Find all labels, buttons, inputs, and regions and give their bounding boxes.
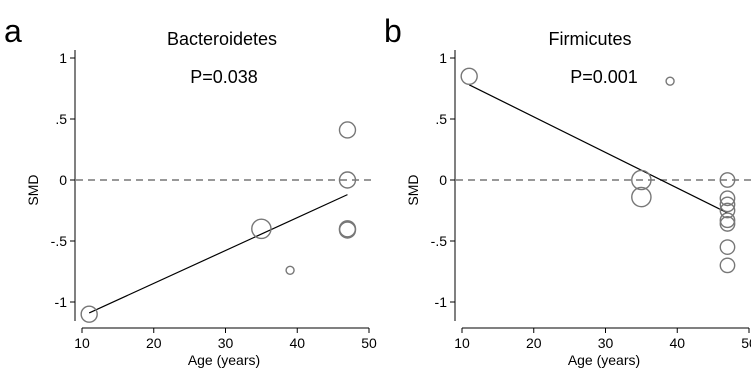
- x-tick-label: 10: [74, 335, 90, 351]
- data-point: [80, 305, 98, 323]
- chart-title: Firmicutes: [548, 29, 631, 49]
- data-point: [338, 171, 357, 189]
- data-point: [251, 218, 272, 240]
- p-value-annotation: P=0.001: [570, 67, 638, 87]
- x-axis-label: Age (years): [188, 352, 260, 368]
- y-axis-label: SMD: [25, 174, 41, 205]
- data-point: [338, 121, 357, 139]
- x-tick-label: 40: [289, 335, 305, 351]
- data-point: [338, 221, 357, 239]
- data-point: [719, 196, 736, 213]
- data-point: [338, 220, 357, 238]
- data-point: [719, 257, 736, 274]
- chart-title: Bacteroidetes: [167, 29, 277, 49]
- x-tick-label: 30: [598, 335, 614, 351]
- data-point: [631, 186, 652, 208]
- p-value-annotation: P=0.038: [190, 67, 258, 87]
- data-point: [719, 190, 736, 207]
- y-tick-label: .5: [435, 111, 447, 127]
- panel-letter: a: [4, 13, 22, 49]
- data-point: [719, 216, 736, 232]
- y-tick-label: -.5: [51, 233, 68, 249]
- data-point: [719, 202, 736, 219]
- data-point: [719, 239, 736, 256]
- data-point: [719, 212, 736, 229]
- y-tick-label: 1: [59, 50, 67, 66]
- y-tick-label: -.5: [431, 233, 448, 249]
- plot-area: 1 .5 0 -.5 -1 10 20 30 40 50: [51, 50, 377, 351]
- data-point: [719, 172, 736, 188]
- regression-line: [468, 84, 728, 214]
- data-point: [631, 169, 652, 191]
- plot-area: 1 .5 0 -.5 -1 10 20 30 40 50: [431, 50, 751, 351]
- x-tick-label: 50: [741, 335, 751, 351]
- x-tick-label: 20: [526, 335, 542, 351]
- x-tick-label: 40: [669, 335, 685, 351]
- x-tick-label: 10: [454, 335, 470, 351]
- y-tick-label: 1: [439, 50, 447, 66]
- data-point: [665, 76, 675, 86]
- y-tick-label: -1: [435, 294, 448, 310]
- x-tick-label: 30: [218, 335, 234, 351]
- x-axis-label: Age (years): [568, 352, 640, 368]
- panel-a: a Bacteroidetes P=0.038 SMD Age (years) …: [4, 13, 377, 368]
- regression-line: [88, 194, 348, 314]
- x-tick-label: 20: [146, 335, 162, 351]
- y-tick-label: .5: [55, 111, 67, 127]
- y-tick-label: 0: [59, 172, 67, 188]
- y-axis-label: SMD: [405, 174, 421, 205]
- x-tick-label: 50: [361, 335, 377, 351]
- data-point: [285, 265, 295, 275]
- panel-letter: b: [384, 13, 402, 49]
- panel-b: b Firmicutes P=0.001 SMD Age (years) 1 .5…: [384, 13, 751, 368]
- y-tick-label: -1: [55, 294, 68, 310]
- y-tick-label: 0: [439, 172, 447, 188]
- data-point: [460, 67, 478, 86]
